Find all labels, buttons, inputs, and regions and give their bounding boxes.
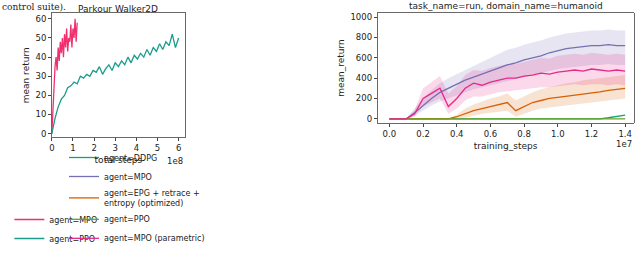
svg-text:0: 0 bbox=[41, 129, 46, 139]
svg-text:10: 10 bbox=[36, 109, 47, 119]
svg-text:1.4: 1.4 bbox=[618, 129, 632, 139]
svg-text:0: 0 bbox=[49, 143, 54, 153]
svg-text:agent=DDPG: agent=DDPG bbox=[104, 154, 157, 163]
svg-text:5: 5 bbox=[155, 143, 160, 153]
svg-text:20: 20 bbox=[36, 90, 47, 100]
svg-text:3: 3 bbox=[113, 143, 118, 153]
svg-text:2: 2 bbox=[91, 143, 96, 153]
svg-text:task_name=run, domain_name=hum: task_name=run, domain_name=humanoid bbox=[409, 1, 603, 11]
svg-text:agent=MPO: agent=MPO bbox=[104, 173, 152, 182]
svg-text:0.6: 0.6 bbox=[484, 129, 498, 139]
svg-text:0.4: 0.4 bbox=[450, 129, 464, 139]
svg-text:1000: 1000 bbox=[350, 12, 372, 22]
svg-text:600: 600 bbox=[356, 53, 372, 63]
svg-text:1.0: 1.0 bbox=[551, 129, 565, 139]
svg-text:training_steps: training_steps bbox=[474, 141, 538, 151]
svg-text:Parkour Walker2D: Parkour Walker2D bbox=[78, 4, 158, 14]
svg-text:mean_return: mean_return bbox=[336, 39, 346, 97]
svg-text:agent=EPG + retrace +entropy (: agent=EPG + retrace +entropy (optimized) bbox=[104, 189, 200, 208]
svg-text:0: 0 bbox=[367, 114, 372, 124]
svg-text:0.0: 0.0 bbox=[383, 129, 397, 139]
svg-text:4: 4 bbox=[134, 143, 139, 153]
svg-text:0.2: 0.2 bbox=[416, 129, 430, 139]
svg-text:1: 1 bbox=[70, 143, 75, 153]
svg-text:800: 800 bbox=[356, 32, 372, 42]
svg-text:200: 200 bbox=[356, 93, 372, 103]
svg-text:60: 60 bbox=[36, 14, 47, 24]
svg-text:0.8: 0.8 bbox=[517, 129, 531, 139]
svg-text:agent=PPO: agent=PPO bbox=[49, 235, 95, 244]
svg-text:1.2: 1.2 bbox=[585, 129, 599, 139]
svg-text:agent=PPO: agent=PPO bbox=[104, 215, 150, 224]
svg-text:30: 30 bbox=[36, 71, 47, 81]
svg-text:total steps: total steps bbox=[95, 155, 143, 165]
svg-text:50: 50 bbox=[36, 33, 47, 43]
svg-text:6: 6 bbox=[176, 143, 181, 153]
svg-text:40: 40 bbox=[36, 52, 47, 62]
svg-text:agent=MPO (parametric): agent=MPO (parametric) bbox=[104, 234, 205, 243]
svg-text:1e7: 1e7 bbox=[616, 139, 632, 149]
svg-text:mean return: mean return bbox=[21, 47, 31, 103]
svg-text:1e8: 1e8 bbox=[167, 156, 183, 166]
svg-text:400: 400 bbox=[356, 73, 372, 83]
svg-text:control suite).: control suite). bbox=[2, 2, 66, 12]
svg-text:agent=MPO: agent=MPO bbox=[49, 216, 97, 225]
